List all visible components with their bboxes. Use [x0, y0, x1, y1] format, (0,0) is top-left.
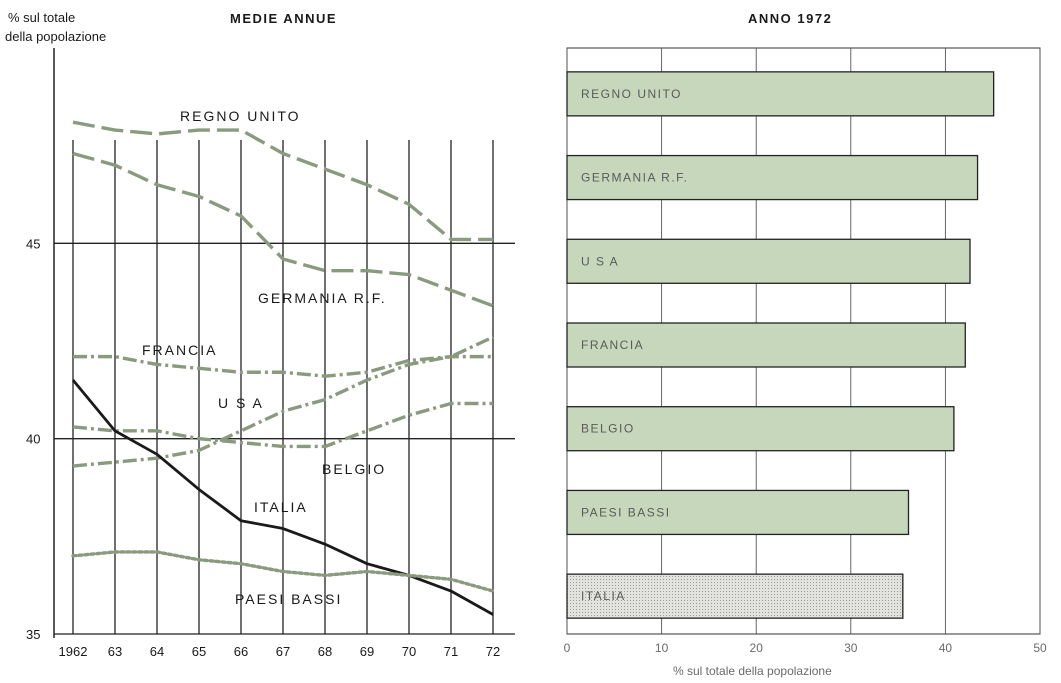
bar-label: REGNO UNITO: [581, 87, 682, 101]
bar-label: PAESI BASSI: [581, 505, 671, 519]
bar-regno-unito: [566, 71, 995, 117]
bar-italia: [566, 573, 904, 619]
series-label-germania: GERMANIA R.F.: [258, 290, 387, 306]
bar-label: BELGIO: [581, 422, 635, 436]
left-xtick-label: 69: [360, 644, 374, 659]
series-label-italia: ITALIA: [254, 499, 308, 515]
right-xlabel: % sul totale della popolazione: [673, 664, 832, 678]
left-xtick-label: 71: [444, 644, 458, 659]
right-xtick-label: 10: [655, 641, 669, 655]
series-line-germania-r-f: [72, 151, 494, 308]
series-line-francia: [73, 354, 493, 378]
left-xtick-label: 66: [234, 644, 248, 659]
series-label-paesi-bassi: PAESI BASSI: [235, 591, 342, 607]
left-ytick-label: 35: [26, 627, 40, 642]
right-xtick-label: 20: [750, 641, 764, 655]
right-chart-title: ANNO 1972: [748, 11, 832, 26]
left-xtick-label: 63: [108, 644, 122, 659]
left-chart-title: MEDIE ANNUE: [230, 11, 337, 26]
left-tick-labels: 35 40 45 1962 63 64 65 66 67 68 69 70 71 72: [26, 236, 500, 659]
right-xtick-label: 30: [844, 641, 858, 655]
bar-paesi-bassi: [566, 489, 910, 536]
bar-u-s-a: [566, 238, 971, 284]
series-label-regno-unito: REGNO UNITO: [180, 108, 301, 124]
series-label-belgio: BELGIO: [322, 461, 386, 477]
bar-germania-r-f: [566, 154, 979, 201]
bar-francia: [566, 322, 966, 368]
left-xtick-label: 70: [402, 644, 416, 659]
left-xtick-label: 1962: [59, 644, 88, 659]
left-grid: [53, 48, 515, 638]
left-ytick-label: 45: [26, 236, 40, 251]
right-xtick-label: 50: [1033, 641, 1047, 655]
bar-label: GERMANIA R.F.: [581, 171, 689, 185]
right-bars: REGNO UNITO GERMANIA R.F. U S A FRANCIA BELG…: [566, 71, 995, 619]
left-xtick-label: 72: [486, 644, 500, 659]
left-ytick-label: 40: [26, 432, 40, 447]
series-label-francia: FRANCIA: [142, 342, 217, 358]
left-xtick-label: 65: [192, 644, 206, 659]
series-line-u-s-a: [72, 335, 494, 468]
bar-belgio: [566, 406, 955, 452]
left-xtick-label: 64: [150, 644, 164, 659]
series-line-regno-unito: [72, 120, 493, 242]
right-xtick-label: 0: [564, 641, 571, 655]
left-xtick-label: 67: [276, 644, 290, 659]
series-line-paesi-bassi: [71, 550, 495, 593]
bar-label: ITALIA: [581, 589, 626, 603]
left-xtick-label: 68: [318, 644, 332, 659]
right-tick-labels: 0 10 20 30 40 50: [564, 641, 1047, 655]
bar-label: U S A: [581, 254, 619, 268]
left-ylabel-line1: % sul totale: [8, 10, 75, 25]
series-line-belgio: [72, 401, 493, 449]
series-line-italia: [71, 379, 494, 616]
right-xtick-label: 40: [939, 641, 953, 655]
bar-label: FRANCIA: [581, 338, 644, 352]
left-ylabel-line2: della popolazione: [5, 29, 106, 44]
left-series-lines: [71, 120, 495, 616]
series-label-usa: U S A: [218, 395, 264, 411]
